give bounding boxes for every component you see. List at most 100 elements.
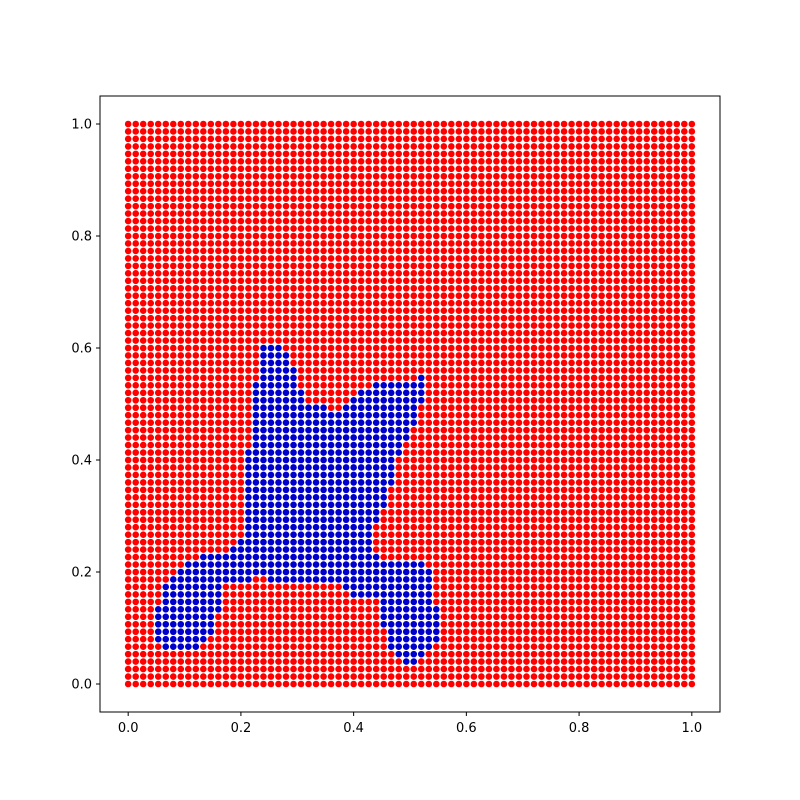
red-point — [613, 568, 620, 576]
red-point — [192, 404, 200, 412]
red-point — [545, 329, 553, 337]
red-point — [357, 382, 365, 389]
red-point — [448, 232, 455, 240]
red-point — [297, 344, 305, 352]
red-point — [508, 292, 515, 300]
red-point — [545, 426, 553, 434]
red-point — [365, 374, 372, 382]
red-point — [200, 546, 207, 553]
red-point — [500, 546, 508, 553]
red-point — [433, 187, 440, 195]
red-point — [335, 202, 342, 210]
red-point — [222, 329, 230, 337]
blue-point — [365, 538, 372, 546]
red-point — [583, 404, 590, 412]
red-point — [320, 255, 327, 262]
red-point — [440, 426, 448, 434]
red-point — [440, 591, 448, 598]
blue-point — [260, 479, 267, 486]
red-point — [342, 187, 350, 195]
red-point — [470, 143, 478, 150]
red-point — [545, 449, 553, 456]
red-point — [493, 471, 500, 479]
red-point — [598, 613, 605, 621]
red-point — [335, 277, 342, 285]
red-point — [132, 568, 139, 576]
red-point — [162, 329, 170, 337]
red-point — [124, 546, 132, 553]
blue-point — [312, 508, 320, 516]
blue-point — [297, 538, 305, 546]
red-point — [575, 613, 583, 621]
red-point — [327, 643, 335, 650]
red-point — [207, 187, 215, 195]
red-point — [169, 494, 177, 501]
red-point — [162, 404, 170, 412]
red-point — [545, 658, 553, 665]
red-point — [139, 568, 147, 576]
red-point — [169, 434, 177, 441]
blue-point — [335, 553, 342, 561]
blue-point — [357, 494, 365, 501]
red-point — [500, 486, 508, 494]
red-point — [260, 284, 267, 292]
red-point — [440, 471, 448, 479]
red-point — [433, 240, 440, 247]
red-point — [523, 665, 530, 673]
red-point — [275, 128, 282, 135]
red-point — [455, 456, 463, 464]
blue-point — [312, 576, 320, 583]
red-point — [335, 217, 342, 225]
red-point — [335, 329, 342, 337]
red-point — [215, 643, 222, 650]
red-point — [433, 523, 440, 531]
red-point — [590, 635, 598, 643]
red-point — [590, 359, 598, 367]
red-point — [305, 262, 312, 270]
red-point — [448, 606, 455, 613]
blue-point — [282, 359, 290, 367]
red-point — [132, 284, 139, 292]
red-point — [613, 389, 620, 397]
red-point — [538, 516, 545, 524]
red-point — [320, 202, 327, 210]
red-point — [312, 643, 320, 650]
red-point — [478, 606, 485, 613]
red-point — [139, 576, 147, 583]
red-point — [515, 508, 523, 516]
red-point — [342, 150, 350, 158]
red-point — [553, 523, 560, 531]
red-point — [312, 128, 320, 135]
red-point — [538, 382, 545, 389]
blue-point — [290, 538, 297, 546]
red-point — [508, 143, 515, 150]
red-point — [508, 591, 515, 598]
blue-point — [342, 479, 350, 486]
red-point — [162, 247, 170, 255]
red-point — [523, 172, 530, 180]
red-point — [485, 680, 493, 688]
red-point — [252, 583, 260, 591]
red-point — [275, 329, 282, 337]
blue-point — [297, 404, 305, 412]
red-point — [583, 598, 590, 606]
red-point — [380, 150, 388, 158]
blue-point — [425, 583, 433, 591]
blue-point — [260, 508, 267, 516]
red-point — [192, 680, 200, 688]
red-point — [192, 419, 200, 426]
red-point — [230, 494, 237, 501]
red-point — [215, 523, 222, 531]
red-point — [290, 314, 297, 322]
red-point — [132, 195, 139, 202]
blue-point — [169, 628, 177, 636]
red-point — [237, 135, 245, 143]
red-point — [282, 128, 290, 135]
red-point — [192, 464, 200, 471]
red-point — [530, 374, 538, 382]
red-point — [342, 165, 350, 173]
red-point — [230, 299, 237, 307]
red-point — [305, 620, 312, 628]
red-point — [545, 606, 553, 613]
red-point — [215, 150, 222, 158]
